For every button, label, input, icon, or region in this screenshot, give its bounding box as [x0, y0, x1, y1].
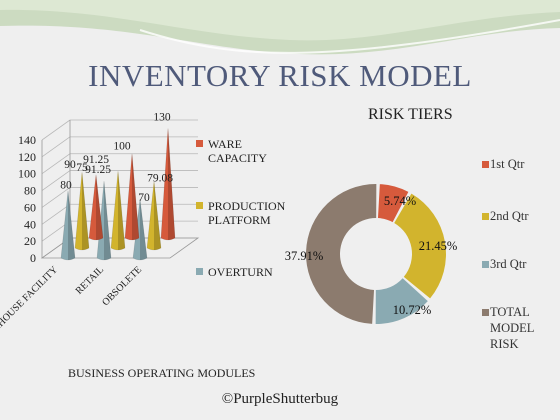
legend-line: PLATFORM: [208, 213, 271, 227]
legend-swatch: [196, 202, 203, 209]
slice-value-label: 21.45%: [419, 239, 458, 253]
cone-shade: [96, 174, 103, 240]
doughnut-chart: 5.74% 21.45% 10.72% 37.91% 1st Qtr 2nd Qtr 3rd…: [285, 157, 535, 351]
cone-bar: [146, 181, 162, 251]
gridline-side: [41, 136, 71, 158]
data-label: 91.25: [85, 164, 111, 176]
cone-bar: [96, 181, 112, 261]
cone-shade: [104, 181, 111, 260]
category-label: AREHOUSE FACILITY: [0, 264, 60, 343]
doughnut-slice: [375, 278, 428, 324]
x-axis-title: BUSINESS OPERATING MODULES: [68, 366, 256, 380]
data-label: 91.25: [83, 154, 109, 166]
cone-bar: [110, 171, 126, 251]
cone-bar: [132, 198, 148, 261]
legend-line: 3rd Qtr: [490, 257, 527, 271]
y-tick-label: 120: [18, 150, 36, 164]
legend-swatch: [482, 213, 489, 220]
legend-label: WARE CAPACITY: [208, 137, 267, 165]
cone-bar: [124, 153, 140, 241]
legend-label: 3rd Qtr: [490, 257, 527, 271]
cone-shade: [132, 153, 139, 240]
data-label: 130: [153, 111, 171, 123]
gridline-side: [41, 187, 71, 208]
legend-line: 1st Qtr: [490, 157, 525, 171]
slice-value-label: 10.72%: [393, 303, 432, 317]
legend-swatch: [482, 261, 489, 268]
category-label: OBSOLETE: [100, 264, 144, 308]
y-tick-label: 60: [24, 200, 36, 214]
cone-bar: [160, 128, 176, 241]
cone-shade: [154, 181, 161, 250]
cone-bar: [60, 190, 76, 261]
cone-shade: [118, 171, 125, 250]
legend-label: 1st Qtr: [490, 157, 525, 171]
y-tick-label: 80: [24, 184, 36, 198]
y-tick-label: 20: [24, 234, 36, 248]
data-label: 100: [113, 141, 131, 153]
data-label: 90: [64, 159, 76, 171]
slice-value-label: 5.74%: [384, 194, 416, 208]
doughnut-slice: [306, 184, 377, 324]
category-label: RETAIL: [74, 264, 106, 296]
credit-text: ©PurpleShutterbug: [221, 391, 339, 407]
cone-shade: [140, 199, 147, 260]
legend-line: PRODUCTION: [208, 199, 286, 213]
legend-label: TOTAL MODEL RISK: [490, 305, 534, 351]
floor: [40, 237, 200, 259]
slice-value-label: 37.91%: [285, 249, 324, 263]
data-label: 75: [76, 162, 88, 174]
legend-line: CAPACITY: [208, 151, 267, 165]
cone-bar: [88, 174, 104, 241]
legend-line: WARE: [208, 137, 242, 151]
doughnut-slice: [377, 184, 409, 223]
y-tick-label: 40: [24, 217, 36, 231]
legend-line: 2nd Qtr: [490, 209, 529, 223]
data-label: 70: [138, 192, 150, 204]
cone-shade: [82, 172, 89, 250]
page-title: INVENTORY RISK MODEL: [88, 58, 472, 93]
legend-swatch: [196, 268, 203, 275]
data-label: 79.08: [147, 172, 173, 184]
legend-label: 2nd Qtr: [490, 209, 529, 223]
cone-shade: [68, 190, 75, 260]
cone-shade: [168, 128, 175, 240]
legend-swatch: [482, 309, 489, 316]
gridline-side: [41, 203, 71, 225]
legend-line: MODEL: [490, 321, 534, 335]
gridline-side: [41, 170, 71, 191]
y-tick-label: 0: [30, 251, 36, 265]
legend-swatch: [482, 161, 489, 168]
cone-bar: [74, 172, 90, 251]
doughnut-title: RISK TIERS: [368, 106, 453, 123]
legend-line: TOTAL: [490, 305, 530, 319]
legend-label: OVERTURN: [208, 265, 273, 279]
y-tick-label: 100: [18, 167, 36, 181]
legend-line: OVERTURN: [208, 265, 273, 279]
gridline-side: [41, 119, 71, 141]
data-label: 80: [60, 180, 72, 192]
y-tick-label: 140: [18, 133, 36, 147]
legend-swatch: [196, 140, 203, 147]
doughnut-slice: [394, 193, 446, 299]
legend-line: RISK: [490, 337, 518, 351]
legend-label: PRODUCTION PLATFORM: [208, 199, 286, 227]
gridline-side: [41, 153, 71, 175]
